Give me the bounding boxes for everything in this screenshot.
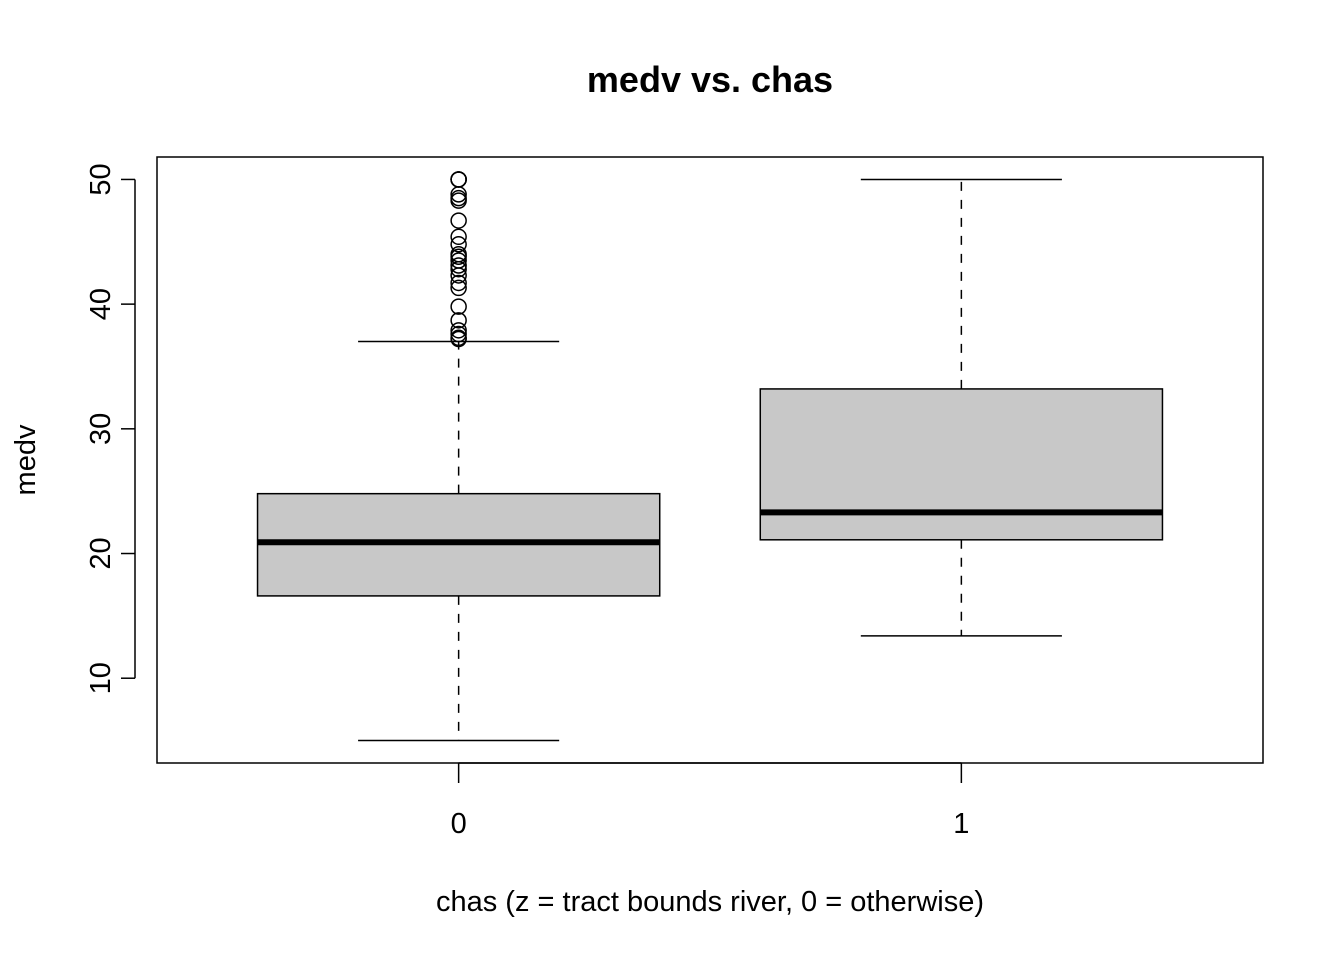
y-axis: 10 20 30 40 50 — [85, 163, 136, 694]
y-tick-label: 30 — [85, 413, 117, 445]
outlier-point — [450, 252, 467, 269]
x-tick-label: 1 — [953, 808, 969, 840]
outlier-point — [450, 228, 467, 246]
box-group-1 — [759, 178, 1164, 637]
outlier-point — [450, 298, 467, 315]
outlier-point — [450, 279, 467, 297]
y-tick-label: 40 — [85, 288, 117, 320]
x-axis-label: chas (z = tract bounds river, 0 = otherw… — [436, 886, 984, 918]
outlier-point — [450, 246, 467, 263]
outlier-point — [450, 329, 467, 347]
iqr-box — [759, 388, 1164, 541]
y-tick-label: 50 — [85, 163, 117, 195]
y-tick-label: 10 — [85, 662, 117, 694]
outlier-point — [450, 257, 467, 274]
outlier-point — [450, 212, 467, 229]
outlier-point — [450, 171, 467, 188]
outlier-point — [450, 274, 467, 292]
y-axis-label: medv — [10, 424, 42, 495]
boxes — [256, 171, 1164, 742]
outlier-point — [450, 312, 467, 329]
box-group-0 — [256, 171, 661, 742]
chart-title: medv vs. chas — [587, 59, 833, 100]
outlier-point — [450, 189, 467, 207]
outlier-point — [450, 325, 467, 343]
outlier-point — [450, 236, 467, 253]
outlier-point — [450, 322, 467, 339]
x-tick-label: 0 — [451, 808, 467, 840]
y-tick-label: 20 — [85, 537, 117, 569]
